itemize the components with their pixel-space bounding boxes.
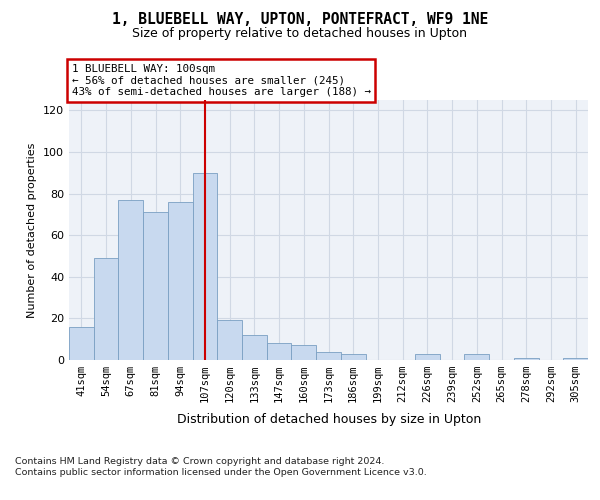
Bar bbox=[118, 200, 143, 360]
Bar bbox=[217, 320, 242, 360]
Text: Size of property relative to detached houses in Upton: Size of property relative to detached ho… bbox=[133, 28, 467, 40]
Bar bbox=[292, 346, 316, 360]
Bar bbox=[563, 358, 588, 360]
Bar bbox=[415, 354, 440, 360]
Text: 1, BLUEBELL WAY, UPTON, PONTEFRACT, WF9 1NE: 1, BLUEBELL WAY, UPTON, PONTEFRACT, WF9 … bbox=[112, 12, 488, 28]
Bar bbox=[168, 202, 193, 360]
Bar bbox=[341, 354, 365, 360]
Text: Distribution of detached houses by size in Upton: Distribution of detached houses by size … bbox=[176, 412, 481, 426]
Y-axis label: Number of detached properties: Number of detached properties bbox=[28, 142, 37, 318]
Bar bbox=[267, 344, 292, 360]
Text: Contains HM Land Registry data © Crown copyright and database right 2024.
Contai: Contains HM Land Registry data © Crown c… bbox=[15, 458, 427, 477]
Bar bbox=[316, 352, 341, 360]
Bar bbox=[514, 358, 539, 360]
Bar bbox=[94, 258, 118, 360]
Bar bbox=[464, 354, 489, 360]
Bar bbox=[242, 335, 267, 360]
Bar bbox=[143, 212, 168, 360]
Bar bbox=[69, 326, 94, 360]
Bar bbox=[193, 173, 217, 360]
Text: 1 BLUEBELL WAY: 100sqm
← 56% of detached houses are smaller (245)
43% of semi-de: 1 BLUEBELL WAY: 100sqm ← 56% of detached… bbox=[71, 64, 371, 98]
